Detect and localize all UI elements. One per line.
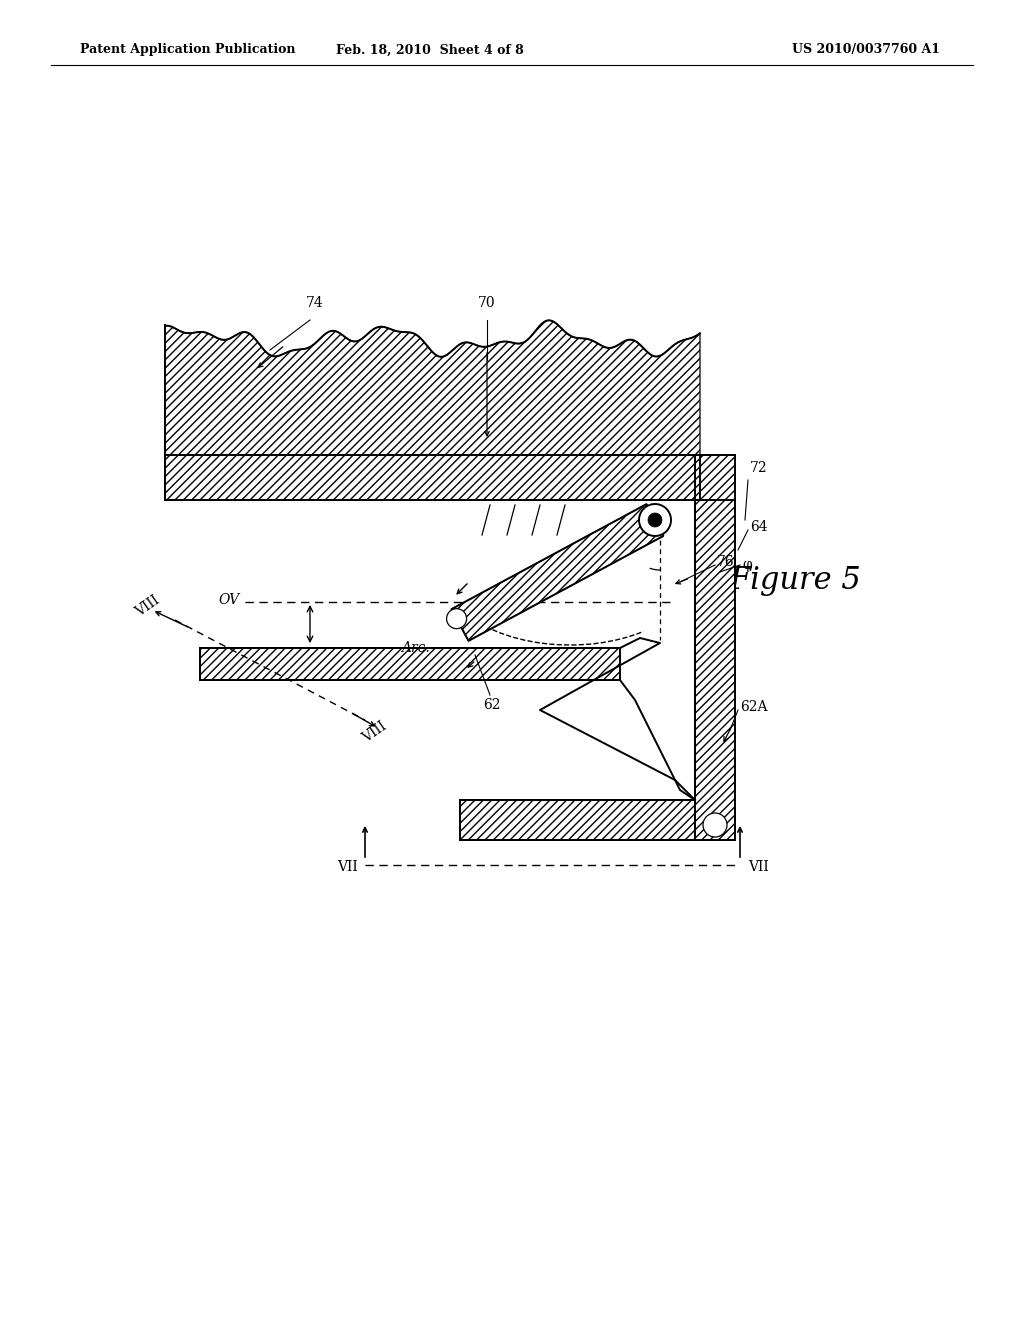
Polygon shape — [165, 455, 700, 500]
Circle shape — [648, 513, 662, 527]
Text: 62A: 62A — [740, 700, 768, 714]
Polygon shape — [200, 648, 620, 680]
Text: 64: 64 — [750, 520, 768, 535]
Text: Feb. 18, 2010  Sheet 4 of 8: Feb. 18, 2010 Sheet 4 of 8 — [336, 44, 524, 57]
Polygon shape — [695, 455, 735, 500]
Text: φ: φ — [742, 558, 752, 572]
Polygon shape — [460, 800, 695, 840]
Circle shape — [639, 504, 671, 536]
Circle shape — [446, 609, 467, 628]
Text: VII: VII — [748, 861, 769, 874]
Text: 76: 76 — [717, 554, 734, 569]
Text: 72: 72 — [750, 461, 768, 475]
Polygon shape — [452, 504, 664, 640]
Polygon shape — [695, 500, 735, 840]
Text: US 2010/0037760 A1: US 2010/0037760 A1 — [792, 44, 940, 57]
Polygon shape — [165, 321, 700, 455]
Text: Arc.: Arc. — [401, 642, 430, 655]
Text: Figure 5: Figure 5 — [729, 565, 861, 595]
Text: VIII: VIII — [133, 593, 163, 619]
Text: 74: 74 — [306, 296, 324, 310]
Text: Patent Application Publication: Patent Application Publication — [80, 44, 296, 57]
Text: VIII: VIII — [360, 719, 390, 746]
Circle shape — [703, 813, 727, 837]
Text: VII: VII — [337, 861, 358, 874]
Text: OV: OV — [219, 593, 240, 607]
Text: 62: 62 — [483, 698, 501, 711]
Text: 70: 70 — [478, 296, 496, 310]
